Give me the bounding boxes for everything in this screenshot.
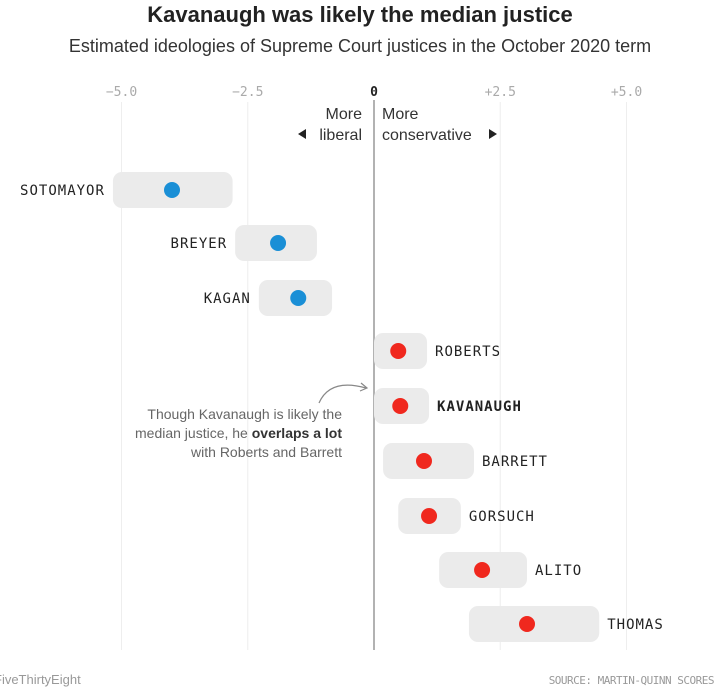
- estimate-dot: [392, 398, 409, 414]
- estimate-dot: [390, 343, 407, 359]
- annotation-line3: with Roberts and Barrett: [190, 444, 342, 460]
- annotation-line2-bold: overlaps a lot: [252, 425, 343, 441]
- right-arrow-icon: [489, 129, 497, 139]
- estimate-dot: [164, 182, 180, 198]
- estimate-dot: [290, 290, 307, 306]
- arrowhead-icon: [359, 382, 369, 392]
- justice-label: ALITO: [535, 563, 582, 579]
- conservative-label-line2: conservative: [382, 127, 472, 144]
- justice-label: KAVANAUGH: [437, 399, 522, 415]
- justice-label: KAGAN: [204, 291, 251, 307]
- annotation-arrow: [318, 384, 367, 404]
- justice-label: SOTOMAYOR: [20, 183, 105, 199]
- justice-label: BREYER: [171, 236, 228, 252]
- estimate-dot: [474, 562, 491, 578]
- estimate-dot: [519, 616, 536, 632]
- x-tick-label: −5.0: [106, 85, 137, 100]
- x-tick-label: 0: [370, 85, 378, 100]
- x-tick-label: +2.5: [485, 85, 516, 100]
- left-arrow-icon: [298, 129, 306, 139]
- justice-label: THOMAS: [607, 617, 664, 633]
- brand-label: FiveThirtyEight: [0, 672, 81, 687]
- estimate-dot: [421, 508, 438, 524]
- chart-subtitle: Estimated ideologies of Supreme Court ju…: [68, 36, 652, 56]
- estimate-dot: [270, 235, 287, 251]
- annotation-line1: Though Kavanaugh is likely the: [147, 406, 342, 422]
- annotation-line2: median justice, he overlaps a lot: [135, 425, 342, 441]
- source-label: SOURCE: MARTIN-QUINN SCORES: [548, 674, 715, 687]
- conservative-label-line1: More: [382, 106, 419, 123]
- chart-title: Kavanaugh was likely the median justice: [147, 2, 573, 27]
- liberal-label-line2: liberal: [319, 127, 362, 144]
- annotation-line2-text: median justice, he: [135, 425, 252, 441]
- x-tick-label: −2.5: [232, 85, 263, 100]
- justice-label: ROBERTS: [435, 344, 501, 360]
- liberal-label-line1: More: [326, 106, 363, 123]
- x-tick-label: +5.0: [611, 85, 642, 100]
- estimate-dot: [415, 453, 432, 469]
- justice-label: GORSUCH: [469, 509, 535, 525]
- justice-label: BARRETT: [482, 454, 548, 470]
